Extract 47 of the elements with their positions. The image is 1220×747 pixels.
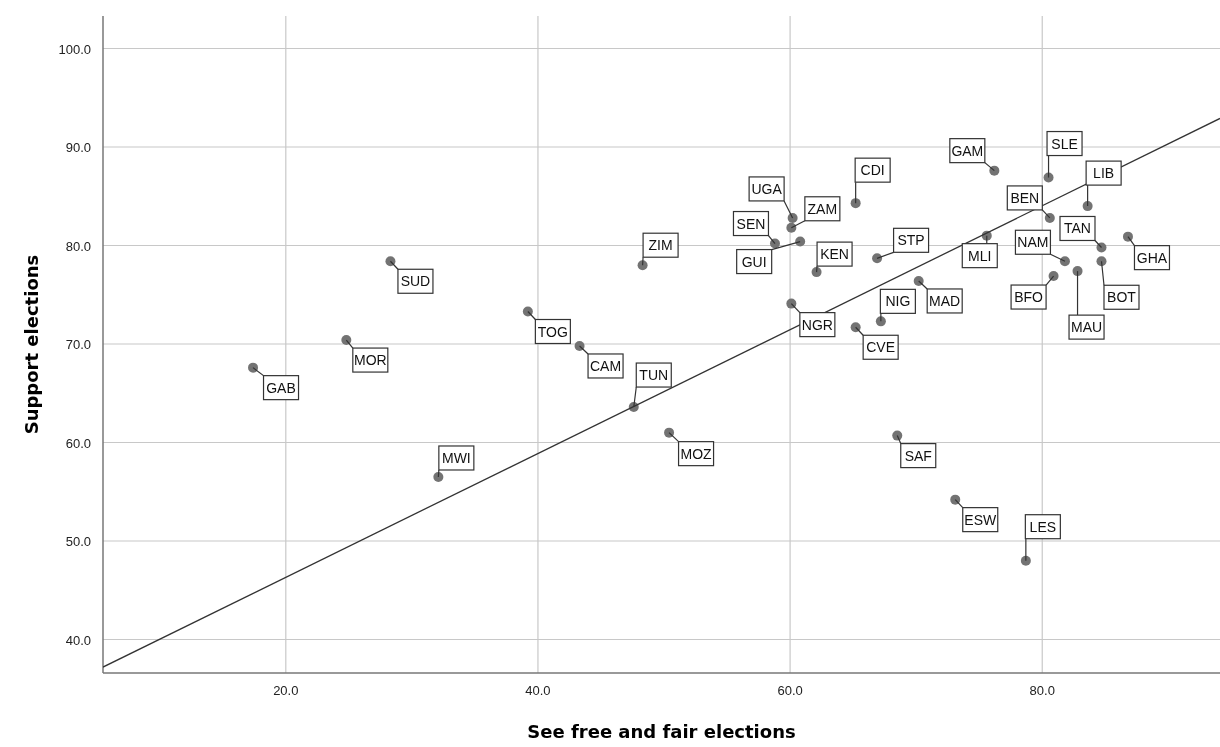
annotation: ZIM	[648, 237, 673, 254]
annotation: GAB	[266, 379, 296, 396]
annotation: SLE	[1051, 135, 1078, 152]
annotation: KEN	[820, 246, 849, 263]
x-axis-title: See free and fair elections	[527, 721, 796, 742]
y-tick-label: 70.0	[65, 337, 91, 353]
annotation: NIG	[885, 293, 911, 310]
annotation: GAM	[951, 142, 984, 159]
y-tick-label: 90.0	[65, 140, 91, 156]
x-tick-label: 40.0	[525, 683, 551, 698]
annotation: ESW	[964, 511, 997, 528]
y-tick-label: 50.0	[65, 534, 91, 550]
annotation: NAM	[1017, 234, 1049, 251]
y-tick-label: 40.0	[65, 632, 91, 648]
annotation: CVE	[866, 339, 896, 356]
annotation: MAD	[929, 292, 961, 309]
annotation: BOT	[1107, 289, 1137, 306]
annotation: SEN	[736, 215, 766, 232]
annotation: GHA	[1136, 249, 1168, 266]
y-axis-title: Support elections	[21, 254, 42, 435]
y-tick-label: 100.0	[58, 41, 91, 57]
annotation: TOG	[537, 323, 568, 340]
annotation: MOR	[353, 352, 387, 369]
annotation: ZAM	[807, 200, 838, 217]
annotation: STP	[897, 232, 925, 249]
annotation: SUD	[400, 273, 431, 290]
annotation: MLI	[968, 247, 992, 264]
x-tick-label: 20.0	[273, 683, 299, 698]
annotation: CDI	[860, 162, 885, 179]
annotation: TAN	[1064, 220, 1091, 237]
annotation: TUN	[639, 367, 669, 384]
annotation: MWI	[441, 449, 471, 466]
annotation: LIB	[1093, 165, 1115, 182]
annotation: GUI	[741, 253, 767, 270]
annotation: MAU	[1070, 319, 1103, 336]
annotation: MOZ	[680, 445, 713, 462]
annotation: SAF	[904, 447, 932, 464]
x-tick-label: 60.0	[777, 683, 803, 698]
x-tick-label: 80.0	[1029, 683, 1055, 698]
annotation: LES	[1029, 518, 1057, 535]
annotation: NGR	[801, 316, 833, 333]
annotation: UGA	[751, 180, 783, 197]
annotation: CAM	[589, 357, 622, 374]
annotation: BEN	[1010, 189, 1040, 206]
y-tick-label: 80.0	[65, 238, 91, 254]
y-tick-label: 60.0	[65, 435, 91, 451]
annotation: BFO	[1014, 289, 1044, 306]
